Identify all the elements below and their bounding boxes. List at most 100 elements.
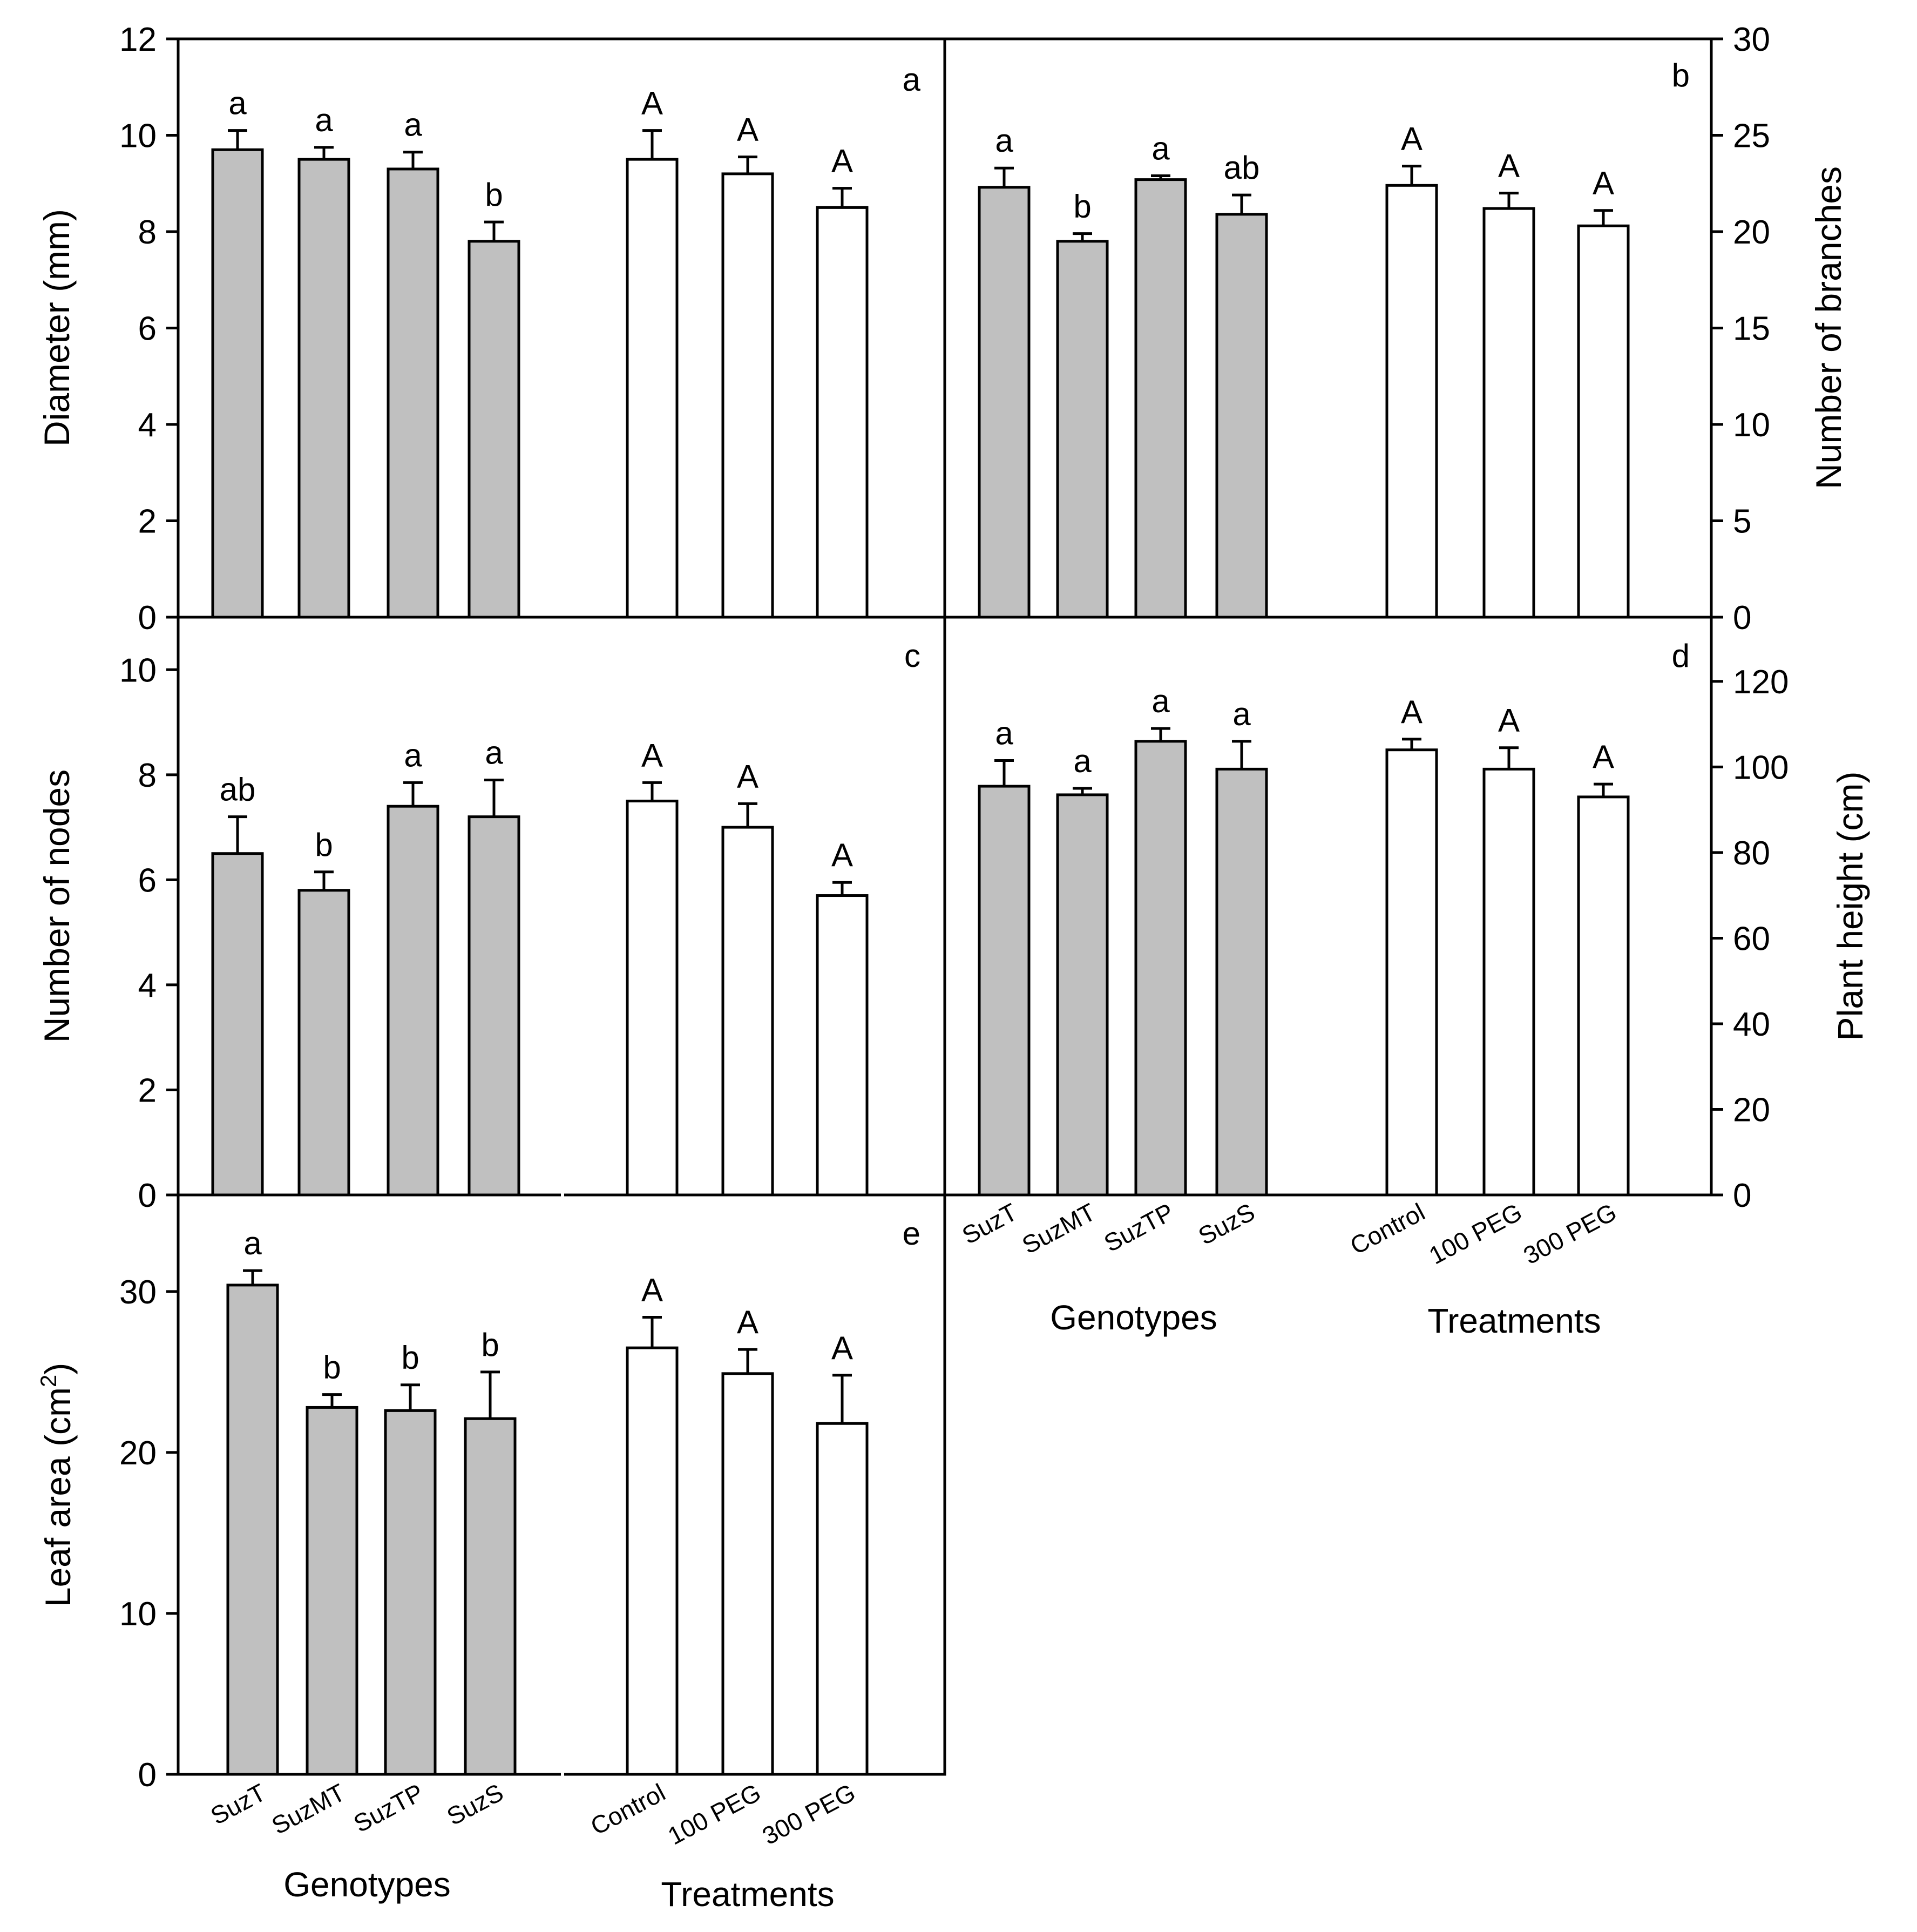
ytick-label-b-1: 5 <box>1733 503 1751 541</box>
bar-a-genotype-2 <box>387 167 439 619</box>
ytick-label-d-5: 100 <box>1733 749 1789 786</box>
sig-letter-d-0-0: a <box>995 715 1013 752</box>
sig-letter-d-0-1: a <box>1073 743 1092 779</box>
sig-letter-a-1-0: A <box>641 85 663 121</box>
sig-letter-c-1-2: A <box>831 837 853 873</box>
sig-letter-e-1-2: A <box>831 1330 853 1366</box>
bar-b-genotype-3 <box>1215 213 1268 619</box>
sig-letter-b-1-0: A <box>1401 121 1422 157</box>
sig-letter-b-0-0: a <box>995 123 1013 159</box>
ytick-label-e-2: 20 <box>119 1435 157 1472</box>
ytick-label-c-2: 4 <box>138 967 157 1004</box>
sig-letter-e-0-3: b <box>481 1327 499 1363</box>
bar-d-genotype-3 <box>1215 767 1268 1197</box>
bar-d-treatment-2 <box>1577 795 1630 1197</box>
bar-c-genotype-0 <box>211 852 264 1197</box>
sig-letter-d-1-0: A <box>1401 694 1422 730</box>
ytick-label-d-6: 120 <box>1733 664 1789 701</box>
sig-letter-b-0-2: a <box>1151 130 1170 166</box>
sig-letter-e-1-0: A <box>641 1272 663 1308</box>
ytick-label-a-2: 4 <box>138 407 157 444</box>
ytick-label-c-4: 8 <box>138 757 157 794</box>
bar-c-treatment-1 <box>721 826 774 1197</box>
ytick-label-b-4: 20 <box>1733 214 1770 251</box>
sig-letter-a-1-1: A <box>737 112 758 148</box>
sig-letter-b-0-1: b <box>1073 188 1091 225</box>
bar-d-genotype-2 <box>1134 740 1187 1197</box>
ytick-label-e-3: 30 <box>119 1274 157 1311</box>
sig-letter-d-0-2: a <box>1151 683 1170 719</box>
sig-letter-d-0-3: a <box>1232 696 1251 732</box>
ytick-label-d-0: 0 <box>1733 1177 1751 1214</box>
panel-letter-a: a <box>903 62 921 98</box>
bar-e-treatment-1 <box>721 1372 774 1776</box>
bar-b-genotype-1 <box>1056 240 1109 619</box>
sig-letter-c-0-1: b <box>315 827 333 863</box>
ylabel-b: Number of branches <box>1808 166 1848 489</box>
sig-letter-a-0-3: b <box>485 177 503 213</box>
bar-b-genotype-2 <box>1134 178 1187 619</box>
ytick-label-e-1: 10 <box>119 1596 157 1633</box>
bar-c-treatment-2 <box>816 894 869 1197</box>
sig-letter-a-1-2: A <box>831 143 853 179</box>
ytick-label-b-5: 25 <box>1733 118 1770 155</box>
sig-letter-c-0-3: a <box>485 735 503 771</box>
ytick-label-c-1: 2 <box>138 1072 157 1109</box>
bar-b-treatment-1 <box>1482 207 1535 619</box>
sig-letter-c-1-1: A <box>737 758 758 794</box>
bar-e-treatment-0 <box>626 1346 679 1776</box>
bar-e-genotype-3 <box>464 1417 517 1776</box>
ylabel-e-superscript: 2 <box>36 1375 61 1387</box>
bar-a-treatment-0 <box>626 158 679 619</box>
bar-a-genotype-1 <box>297 158 350 619</box>
ylabel-a: Diameter (mm) <box>37 209 77 447</box>
axis-break-e <box>561 1771 564 1778</box>
sig-letter-c-0-2: a <box>404 737 422 773</box>
ylabel-e-main: Leaf area (cm <box>38 1387 78 1607</box>
sig-letter-b-1-1: A <box>1498 148 1520 184</box>
sig-letter-e-0-1: b <box>323 1349 341 1386</box>
bar-b-treatment-0 <box>1385 184 1438 619</box>
xtitle-genotypes-d: Genotypes <box>1050 1298 1217 1337</box>
bar-e-genotype-1 <box>306 1406 358 1776</box>
ytick-label-d-3: 60 <box>1733 920 1770 957</box>
ylabel-e: Leaf area (cm2) <box>36 1363 78 1607</box>
sig-letter-d-1-1: A <box>1498 702 1520 739</box>
ytick-label-a-6: 12 <box>119 21 157 58</box>
ytick-label-a-3: 6 <box>138 310 157 348</box>
panel-letter-e: e <box>903 1215 920 1252</box>
sig-letter-b-0-3: ab <box>1224 150 1260 186</box>
ylabel-e-close: ) <box>38 1363 78 1375</box>
sig-letter-a-0-1: a <box>315 102 333 138</box>
ytick-label-c-3: 6 <box>138 862 157 899</box>
bar-e-genotype-0 <box>226 1284 279 1776</box>
bar-c-treatment-0 <box>626 799 679 1197</box>
ytick-label-e-0: 0 <box>138 1757 157 1794</box>
bar-d-genotype-0 <box>978 785 1031 1197</box>
sig-letter-e-0-2: b <box>401 1340 419 1376</box>
bar-a-treatment-1 <box>721 172 774 619</box>
ytick-label-d-2: 40 <box>1733 1006 1770 1043</box>
panel-letter-b: b <box>1672 57 1690 93</box>
bar-d-treatment-1 <box>1482 767 1535 1197</box>
bar-d-genotype-1 <box>1056 793 1109 1197</box>
bar-a-genotype-3 <box>468 240 520 619</box>
bar-b-genotype-0 <box>978 186 1031 619</box>
bar-a-genotype-0 <box>211 148 264 619</box>
bar-c-genotype-2 <box>387 805 439 1197</box>
xtitle-treatments-d: Treatments <box>1427 1301 1601 1340</box>
sig-letter-e-0-0: a <box>243 1225 262 1261</box>
ytick-label-d-4: 80 <box>1733 835 1770 872</box>
ytick-label-a-4: 8 <box>138 214 157 251</box>
ytick-label-c-0: 0 <box>138 1177 157 1214</box>
panel-letter-c: c <box>904 638 920 674</box>
bar-e-genotype-2 <box>384 1409 437 1776</box>
xtitle-genotypes-e: Genotypes <box>283 1865 451 1904</box>
ytick-label-a-1: 2 <box>138 503 157 541</box>
ylabel-d: Plant height (cm) <box>1830 772 1870 1041</box>
sig-letter-b-1-2: A <box>1593 165 1614 201</box>
panel-letter-d: d <box>1672 638 1690 674</box>
ytick-label-a-0: 0 <box>138 599 157 637</box>
